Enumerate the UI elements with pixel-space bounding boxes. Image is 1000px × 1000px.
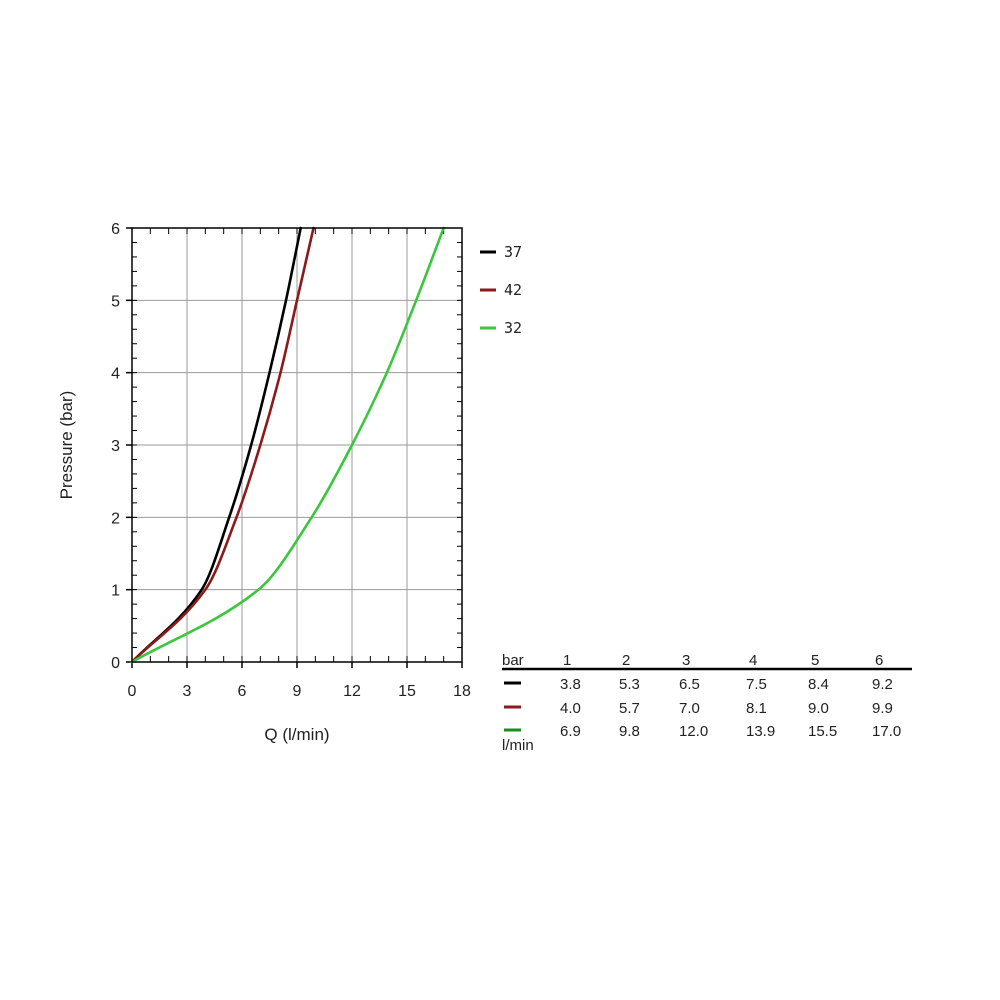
plot-frame (131, 227, 463, 663)
x-tick-label: 18 (453, 683, 471, 700)
table-cell: 6.5 (679, 676, 700, 693)
legend-label-37: 37 (504, 243, 522, 261)
table-column-header: 2 (622, 652, 630, 669)
table-cell: 4.0 (560, 700, 581, 717)
table-cell: 5.3 (619, 676, 640, 693)
table-cell: 9.2 (872, 676, 893, 693)
table-cell: 12.0 (679, 723, 708, 740)
minor-ticks (126, 227, 463, 668)
x-tick-label: 15 (398, 683, 416, 700)
y-tick-label: 2 (111, 510, 120, 527)
table-cell: 15.5 (808, 723, 837, 740)
y-tick-label: 0 (111, 655, 120, 672)
series-line-37 (130, 226, 302, 664)
table-cell: 17.0 (872, 723, 901, 740)
table-column-header: 3 (682, 652, 690, 669)
data-table: bar 1 2 3 4 5 6 3.8 5.3 6.5 7.5 8.4 9.2 4.0 5.7 7.0 8.1 9… (502, 652, 912, 754)
table-header-label: bar (502, 652, 524, 669)
table-cell: 9.0 (808, 700, 829, 717)
table-cell: 3.8 (560, 676, 581, 693)
y-tick-label: 5 (111, 293, 120, 310)
y-tick-label: 4 (111, 366, 120, 383)
x-tick-label: 0 (128, 683, 137, 700)
series-line-32 (130, 226, 445, 664)
y-tick-label: 1 (111, 583, 120, 600)
series-line-42 (130, 226, 315, 664)
x-tick-label: 9 (293, 683, 302, 700)
legend: 37 42 32 (480, 243, 522, 337)
table-cell: 13.9 (746, 723, 775, 740)
y-axis-title: Pressure (bar) (57, 391, 76, 500)
table-cell: 5.7 (619, 700, 640, 717)
series-layer (130, 226, 445, 664)
table-cell: 6.9 (560, 723, 581, 740)
x-tick-label: 12 (343, 683, 361, 700)
table-column-header: 4 (749, 652, 757, 669)
table-column-header: 1 (563, 652, 571, 669)
legend-label-32: 32 (504, 319, 522, 337)
table-cell: 9.8 (619, 723, 640, 740)
x-axis-title: Q (l/min) (264, 725, 329, 744)
table-column-header: 6 (875, 652, 883, 669)
y-tick-label: 6 (111, 221, 120, 238)
table-cell: 8.4 (808, 676, 829, 693)
x-tick-label: 6 (238, 683, 247, 700)
x-tick-label: 3 (183, 683, 192, 700)
y-tick-label: 3 (111, 438, 120, 455)
table-unit-label: l/min (502, 737, 534, 754)
table-cell: 7.0 (679, 700, 700, 717)
table-cell: 8.1 (746, 700, 767, 717)
table-column-header: 5 (811, 652, 819, 669)
table-cell: 7.5 (746, 676, 767, 693)
table-cell: 9.9 (872, 700, 893, 717)
legend-label-42: 42 (504, 281, 522, 299)
